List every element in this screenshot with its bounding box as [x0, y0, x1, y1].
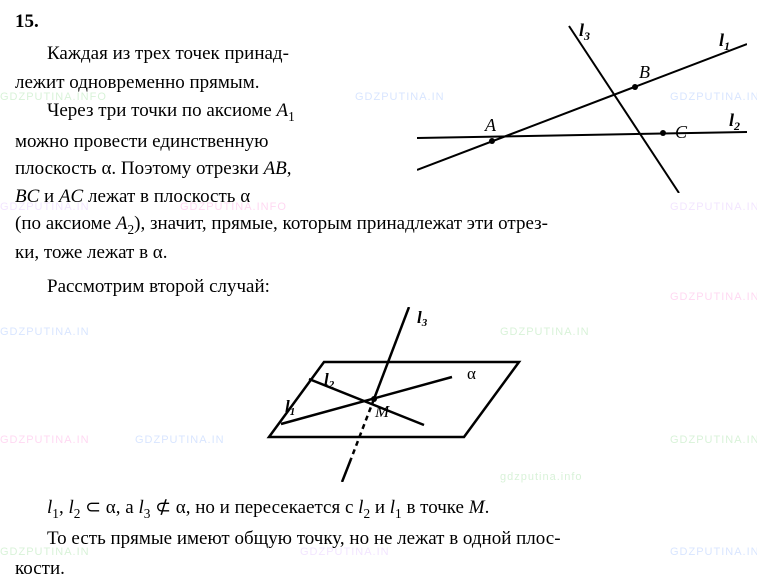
p2-cont2: плоскость α. Поэтому отрезки AB, [15, 155, 415, 183]
p4: Рассмотрим второй случай: [47, 276, 270, 297]
paragraph-1: Каждая из трех точек принад- [15, 40, 415, 68]
p1b-line: лежит одновременно прямым. [15, 69, 415, 97]
AC: AC [59, 186, 83, 207]
p2-cont3: BC и AC лежат в плоскость α [15, 183, 415, 211]
paragraph-5: l1, l2 ⊂ α, а l3 ⊄ α, но и пересекается … [15, 494, 742, 523]
p6b-line: кости. [15, 555, 742, 582]
paragraph-3: (по аксиоме A2), значит, прямые, которым… [15, 210, 742, 239]
BC: BC [15, 186, 39, 207]
p5j: в точке [402, 497, 469, 518]
A1-sub: 1 [288, 108, 295, 123]
p2c: лежат в плоскость α [83, 186, 250, 207]
problem-text: 15. Каждая из трех точек принад- лежит о… [15, 8, 742, 582]
p3c: ки, тоже лежат в α. [15, 242, 168, 263]
AB: AB [264, 158, 287, 179]
p5a1: 1 [52, 506, 59, 521]
paragraph-2: Через три точки по аксиоме A1 [15, 97, 415, 126]
diagram-2: l3 l2 l1 M α [229, 307, 529, 482]
p5k: M [469, 497, 485, 518]
svg-text:l2: l2 [324, 370, 335, 391]
svg-text:l1: l1 [285, 397, 295, 418]
p5h: и [370, 497, 390, 518]
problem-number: 15. [15, 8, 742, 36]
p3c-line: ки, тоже лежат в α. [15, 239, 742, 267]
p3a: (по аксиоме [15, 213, 116, 234]
p5i1: 1 [395, 506, 402, 521]
p5l: . [485, 497, 490, 518]
and: и [39, 186, 59, 207]
p2a: Через три точки по аксиоме [47, 100, 276, 121]
p3b: ), значит, прямые, которым принадлежат э… [134, 213, 548, 234]
A1-letter: A [276, 100, 288, 121]
p5f: ⊄ α, но и пересекается с [150, 497, 358, 518]
svg-text:α: α [467, 364, 476, 383]
svg-text:M: M [374, 402, 390, 421]
paragraph-4: Рассмотрим второй случай: [15, 273, 742, 301]
A2-letter: A [116, 213, 128, 234]
p6a: То есть прямые имеют общую точку, но не … [47, 528, 561, 549]
p2-cont: можно провести единственную [15, 128, 415, 156]
comma1: , [287, 158, 292, 179]
p6b: кости. [15, 558, 65, 579]
diagram-2-wrap: l3 l2 l1 M α [15, 307, 742, 491]
p1b: лежит одновременно прямым. [15, 72, 259, 93]
p1a: Каждая из трех точек принад- [47, 43, 289, 64]
svg-text:l3: l3 [417, 308, 428, 329]
p5b: , [59, 497, 69, 518]
paragraph-6: То есть прямые имеют общую точку, но не … [15, 525, 742, 553]
p5d: ⊂ α, а [80, 497, 138, 518]
p2b-a: можно провести единственную [15, 131, 268, 152]
p2b-b: плоскость α. Поэтому отрезки [15, 158, 264, 179]
